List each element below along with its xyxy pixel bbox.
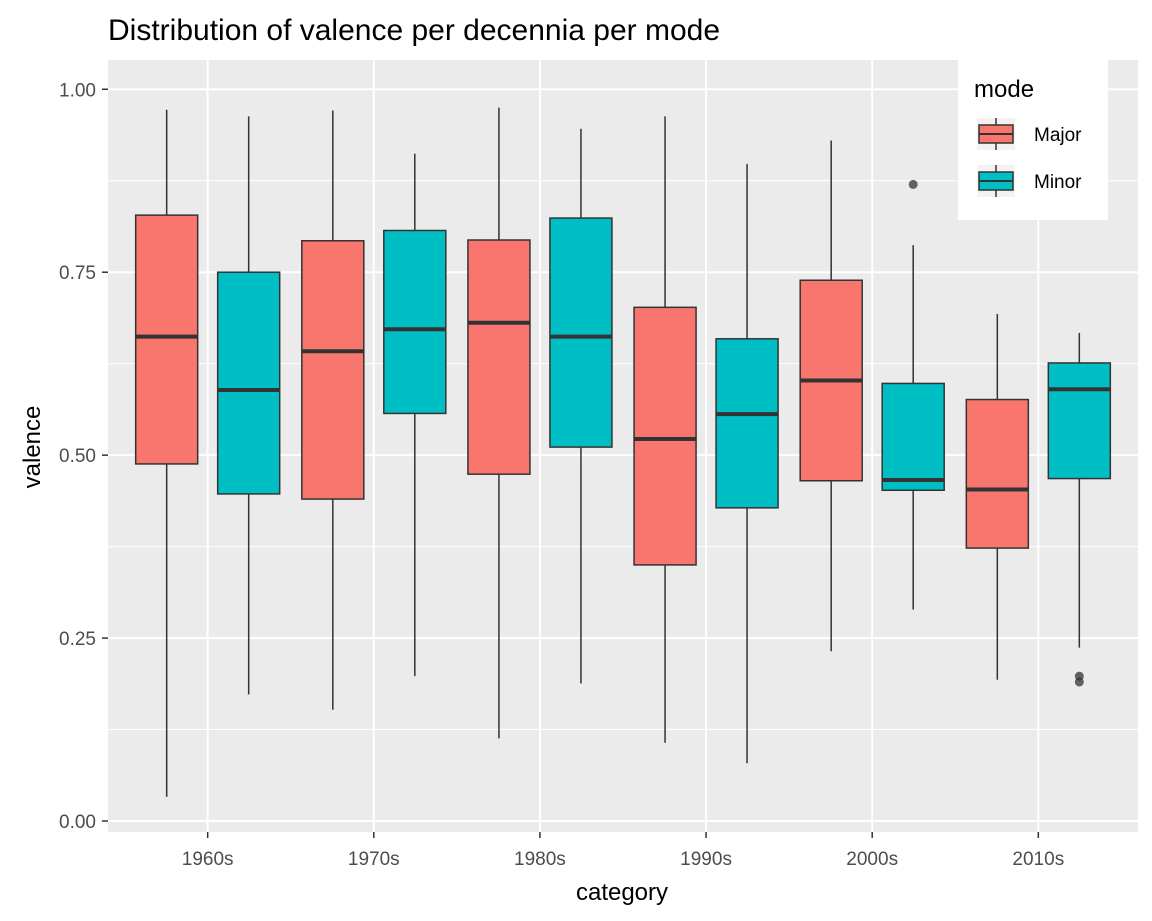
box-major-1980s xyxy=(467,107,531,739)
outlier-point xyxy=(1074,677,1084,687)
outlier-point xyxy=(908,179,918,189)
box-major-1960s xyxy=(134,109,199,797)
box-major-1990s xyxy=(633,116,697,743)
y-tick-label: 0.00 xyxy=(59,812,96,833)
y-tick-label: 1.00 xyxy=(59,80,96,101)
box-body xyxy=(301,239,365,500)
box-minor-1970s xyxy=(383,153,447,677)
box-body xyxy=(633,306,697,566)
box-body xyxy=(549,217,613,448)
box-minor-2000s xyxy=(881,179,945,610)
legend-label: Major xyxy=(1034,125,1082,146)
box-minor-2010s xyxy=(1047,332,1112,687)
box-body xyxy=(965,398,1030,549)
y-tick-label: 0.75 xyxy=(59,263,96,284)
x-tick-label: 1980s xyxy=(514,849,566,870)
x-tick-label: 1970s xyxy=(348,849,400,870)
chart-title: Distribution of valence per decennia per… xyxy=(108,14,720,47)
box-major-2010s xyxy=(965,313,1030,680)
box-major-2000s xyxy=(799,140,863,652)
y-tick-label: 0.25 xyxy=(59,629,96,650)
box-body xyxy=(881,382,945,492)
legend-title: mode xyxy=(974,76,1034,103)
x-tick-label: 2000s xyxy=(846,849,898,870)
y-axis: 0.00 0.25 0.50 0.75 1.00 xyxy=(59,80,108,833)
y-axis-title: valence xyxy=(19,406,46,489)
y-tick-label: 0.50 xyxy=(59,446,96,467)
x-tick-label: 1960s xyxy=(182,849,234,870)
box-body xyxy=(715,338,779,509)
legend-label: Minor xyxy=(1034,172,1082,193)
box-body xyxy=(216,271,281,495)
legend: mode Major Minor xyxy=(958,60,1108,220)
x-tick-label: 1990s xyxy=(680,849,732,870)
box-group xyxy=(134,107,1112,797)
legend-item-major: Major xyxy=(977,118,1082,150)
box-body xyxy=(467,239,531,475)
box-major-1970s xyxy=(301,110,365,710)
box-minor-1960s xyxy=(216,116,281,695)
box-body xyxy=(134,214,199,465)
box-minor-1980s xyxy=(549,128,613,684)
box-body xyxy=(383,229,447,415)
x-axis-title: category xyxy=(576,879,668,906)
legend-item-minor: Minor xyxy=(977,165,1082,197)
x-tick-label: 2010s xyxy=(1012,849,1064,870)
box-body xyxy=(1047,362,1112,480)
box-minor-1990s xyxy=(715,163,779,764)
x-axis: 1960s 1970s 1980s 1990s 2000s 2010s xyxy=(182,832,1064,870)
legend-items: Major Minor xyxy=(977,118,1082,197)
